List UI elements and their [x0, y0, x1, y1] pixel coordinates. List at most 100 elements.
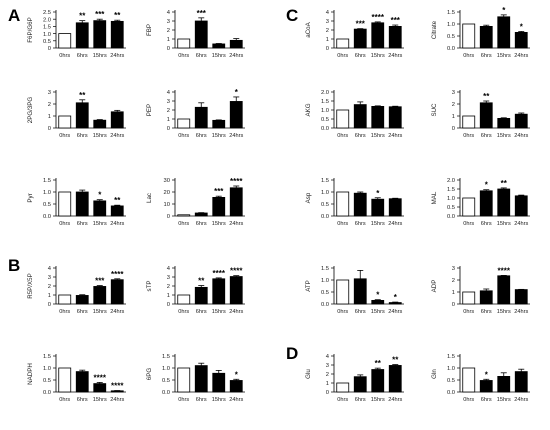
x-tick-label: 0hrs: [337, 221, 348, 227]
x-tick-label: 6hrs: [196, 133, 207, 139]
significance-label: *: [376, 291, 380, 300]
y-tick-label: 0: [167, 214, 170, 220]
y-tick-label: 0: [48, 302, 51, 308]
significance-label: **: [198, 277, 205, 286]
bar-0hrs: [336, 191, 350, 217]
y-tick-label: 0.5: [321, 290, 329, 296]
x-tick-label: 15hrs: [497, 133, 511, 139]
bar-0hrs: [177, 118, 191, 129]
x-tick-label: 24hrs: [110, 309, 124, 315]
bar-24hrs: [110, 205, 124, 217]
x-tick-label: 0hrs: [59, 133, 70, 139]
y-tick-label: 2: [326, 28, 329, 34]
significance-label: ****: [230, 267, 243, 276]
x-tick-label: 15hrs: [212, 221, 226, 227]
y-tick-label: 0.5: [321, 117, 329, 123]
y-tick-label: 1: [48, 293, 51, 299]
y-tick-label: 1: [167, 293, 170, 299]
x-tick-label: 24hrs: [514, 397, 528, 403]
y-tick-label: 1.5: [43, 25, 51, 31]
significance-label: ****: [498, 266, 511, 275]
chart-0: 00.51.01.5 2.02.5 F6P/G6P 0hrs ** 6hrs *** 15hr…: [27, 10, 126, 59]
y-tick-label: 2.0: [447, 178, 455, 184]
x-tick-label: 0hrs: [178, 221, 189, 227]
y-tick-label: 2.0: [43, 17, 51, 23]
bar-6hrs: [479, 190, 493, 217]
x-tick-label: 15hrs: [497, 53, 511, 59]
y-tick-label: 1.5: [447, 187, 455, 193]
y-tick-label: 2: [167, 108, 170, 114]
x-tick-label: 0hrs: [59, 53, 70, 59]
x-tick-label: 0hrs: [337, 53, 348, 59]
significance-label: ****: [213, 269, 226, 278]
x-tick-label: 6hrs: [196, 221, 207, 227]
y-axis-label: Glu: [305, 369, 312, 379]
panel-letter-a: A: [8, 6, 21, 25]
x-tick-label: 24hrs: [229, 221, 243, 227]
x-tick-label: 15hrs: [371, 53, 385, 59]
bar-24hrs: [229, 101, 243, 129]
y-tick-label: 4: [326, 10, 330, 16]
bar-15hrs: [497, 16, 511, 49]
y-axis-label: F6P/G6P: [27, 17, 34, 42]
y-tick-label: 2: [167, 284, 170, 290]
bar-15hrs: [212, 196, 226, 217]
bar-6hrs: [479, 102, 493, 129]
x-tick-label: 15hrs: [93, 53, 107, 59]
y-axis-label: aCoA: [305, 21, 312, 37]
x-tick-label: 6hrs: [196, 309, 207, 315]
y-tick-label: 3: [326, 363, 329, 369]
x-tick-label: 24hrs: [514, 133, 528, 139]
y-tick-label: 0: [326, 46, 329, 52]
y-tick-label: 30: [164, 178, 170, 184]
x-tick-label: 6hrs: [481, 309, 492, 315]
x-tick-label: 6hrs: [77, 309, 88, 315]
significance-label: *: [520, 22, 524, 31]
significance-label: *: [485, 370, 489, 379]
bar-15hrs: [212, 119, 226, 129]
bar-15hrs: [212, 372, 226, 393]
chart-19: 0.0 0.5 1.0 1.5 Gln 0hrs * 6hrs 15hrs 24hrs: [431, 354, 530, 403]
bar-6hrs: [194, 286, 208, 305]
y-tick-label: 0.5: [162, 378, 170, 384]
y-tick-label: 2: [48, 284, 51, 290]
y-tick-label: 1.0: [447, 196, 455, 202]
chart-5: 0 10 20 30 Lac 0hrs 6hrs *** 15hrs **** 24hrs: [146, 177, 245, 227]
chart-17: 0 1 2 3 ADP 0hrs 6hrs **** 15hrs 24hrs: [431, 266, 530, 315]
bar-24hrs: [514, 32, 528, 49]
bar-0hrs: [462, 367, 476, 393]
y-tick-label: 0: [452, 126, 455, 132]
significance-label: ***: [356, 20, 366, 29]
x-tick-label: 24hrs: [514, 309, 528, 315]
bar-15hrs: [371, 369, 385, 393]
significance-label: ***: [95, 10, 105, 19]
y-tick-label: 3: [167, 99, 170, 105]
y-tick-label: 0.0: [447, 214, 455, 220]
chart-8: 0.0 0.5 1.0 1.5 NADPH 0hrs 6hrs **** 15hrs **** 24…: [27, 354, 126, 403]
bar-6hrs: [194, 365, 208, 393]
y-tick-label: 4: [326, 354, 330, 360]
x-tick-label: 24hrs: [514, 53, 528, 59]
y-tick-label: 1.5: [321, 99, 329, 105]
x-tick-label: 0hrs: [337, 309, 348, 315]
x-tick-label: 0hrs: [59, 309, 70, 315]
bar-0hrs: [177, 214, 191, 217]
x-tick-label: 0hrs: [59, 397, 70, 403]
chart-11: 0.0 0.5 1.0 1.5 Citrate 0hrs 6hrs * 15hrs * 24hrs: [431, 6, 530, 59]
bar-6hrs: [75, 191, 89, 217]
bar-24hrs: [388, 25, 402, 49]
chart-9: 0.0 0.5 1.0 1.5 6PG 0hrs 6hrs 15hrs * 24hrs: [146, 354, 245, 403]
y-axis-label: Citrate: [431, 20, 438, 39]
bar-24hrs: [514, 195, 528, 217]
x-tick-label: 15hrs: [212, 53, 226, 59]
y-tick-label: 0.5: [43, 378, 51, 384]
x-tick-label: 24hrs: [388, 309, 402, 315]
y-tick-label: 1.0: [447, 366, 455, 372]
y-tick-label: 0: [452, 302, 455, 308]
x-tick-label: 15hrs: [497, 397, 511, 403]
chart-12: 0.0 0.5 1.0 1.5 2.0 AKG 0hrs 6hrs 15hrs 24hrs: [305, 90, 404, 139]
panel-letter-b: B: [8, 256, 21, 275]
y-tick-label: 4: [167, 10, 171, 16]
bar-15hrs: [93, 119, 107, 129]
